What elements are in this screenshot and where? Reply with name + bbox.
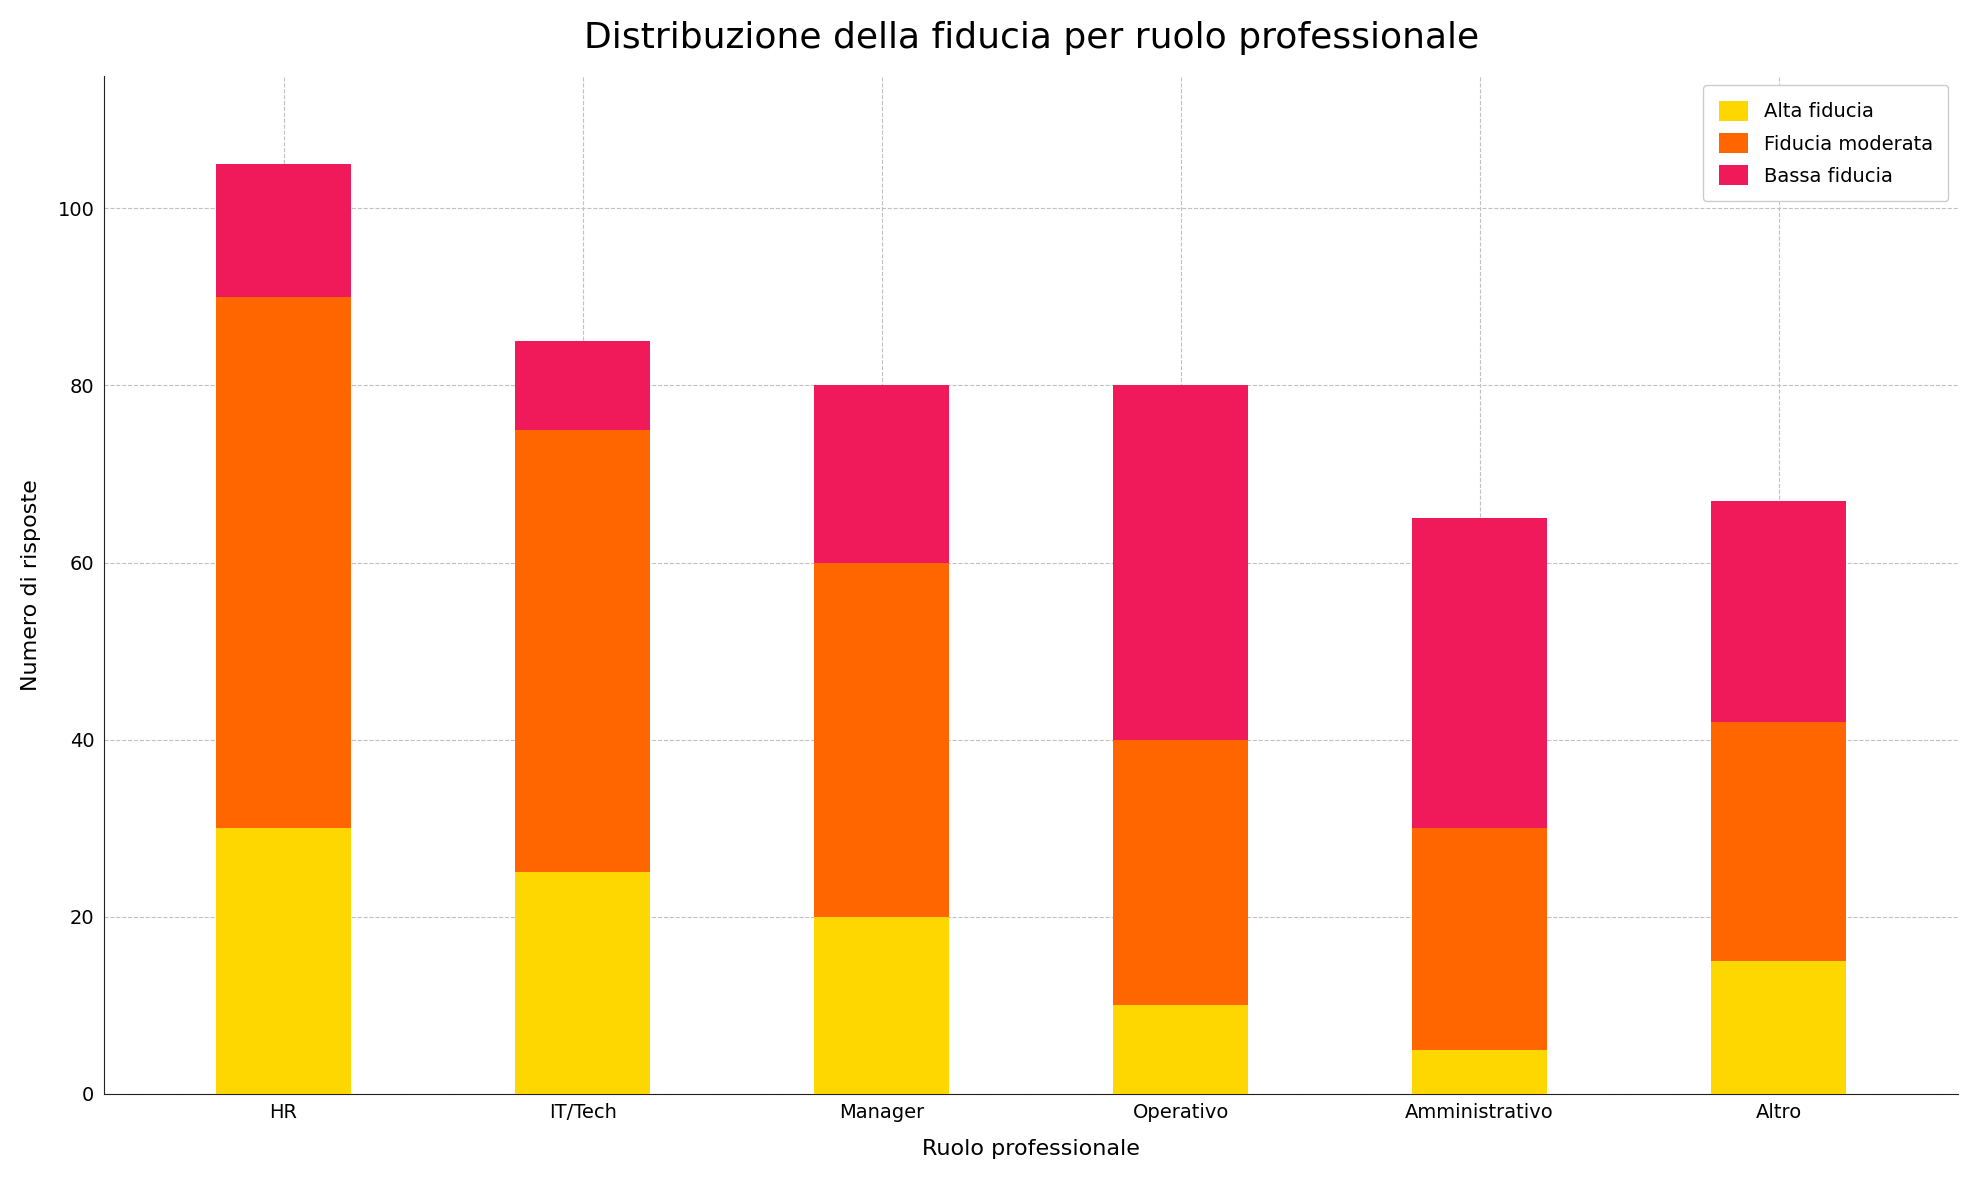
Y-axis label: Numero di risposte: Numero di risposte bbox=[22, 479, 42, 690]
Bar bbox=[813, 563, 948, 917]
Bar bbox=[1114, 740, 1249, 1005]
Bar bbox=[1712, 722, 1846, 961]
Legend: Alta fiducia, Fiducia moderata, Bassa fiducia: Alta fiducia, Fiducia moderata, Bassa fi… bbox=[1704, 85, 1949, 202]
Bar bbox=[216, 297, 350, 828]
Bar bbox=[515, 341, 649, 430]
Bar bbox=[1712, 500, 1846, 722]
Bar bbox=[216, 164, 350, 297]
Bar bbox=[515, 872, 649, 1094]
Bar bbox=[813, 917, 948, 1094]
X-axis label: Ruolo professionale: Ruolo professionale bbox=[922, 1139, 1140, 1159]
Bar bbox=[1114, 386, 1249, 740]
Bar bbox=[813, 386, 948, 563]
Bar bbox=[1712, 961, 1846, 1094]
Bar bbox=[1413, 828, 1548, 1049]
Bar bbox=[515, 430, 649, 872]
Bar bbox=[1413, 1049, 1548, 1094]
Bar bbox=[216, 828, 350, 1094]
Bar bbox=[1413, 518, 1548, 828]
Bar bbox=[1114, 1005, 1249, 1094]
Title: Distribuzione della fiducia per ruolo professionale: Distribuzione della fiducia per ruolo pr… bbox=[584, 21, 1478, 54]
